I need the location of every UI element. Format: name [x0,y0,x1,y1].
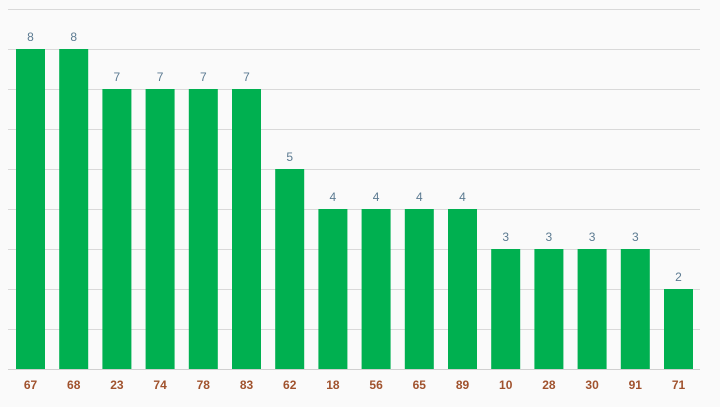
x-tick-label-23: 23 [110,378,124,392]
bar-91 [620,249,650,369]
x-tick-label-65: 65 [413,378,427,392]
x-tick-label-71: 71 [672,378,686,392]
data-label-83: 7 [243,70,250,84]
x-tick-label-18: 18 [326,378,340,392]
bar-65 [404,209,434,369]
bar-71 [664,289,693,369]
bar-89 [448,209,477,369]
bar-74 [145,89,175,369]
data-label-91: 3 [632,230,639,244]
data-label-30: 3 [589,230,596,244]
x-tick-label-89: 89 [456,378,470,392]
bar-56 [361,209,391,369]
data-label-67: 8 [27,30,34,44]
data-label-56: 4 [373,190,380,204]
bar-67 [16,49,45,369]
data-label-10: 3 [502,230,509,244]
x-tick-label-91: 91 [629,378,643,392]
bar-10 [491,249,521,369]
data-label-89: 4 [459,190,466,204]
bar-30 [577,249,607,369]
data-label-68: 8 [70,30,77,44]
x-tick-label-68: 68 [67,378,81,392]
bar-18 [318,209,348,369]
data-label-18: 4 [330,190,337,204]
x-tick-label-83: 83 [240,378,254,392]
bar-83 [232,89,261,369]
data-label-28: 3 [546,230,553,244]
bars [16,49,693,369]
bar-62 [275,169,305,369]
x-tick-label-62: 62 [283,378,297,392]
bar-68 [59,49,89,369]
data-labels: 8 8 7 7 7 7 5 4 4 4 4 3 3 3 3 2 [27,30,682,284]
bar-28 [534,249,564,369]
data-label-23: 7 [114,70,121,84]
data-label-65: 4 [416,190,423,204]
x-tick-label-67: 67 [24,378,38,392]
data-label-71: 2 [675,270,682,284]
data-label-78: 7 [200,70,207,84]
data-label-74: 7 [157,70,164,84]
x-tick-label-10: 10 [499,378,513,392]
x-tick-label-78: 78 [197,378,211,392]
x-tick-label-56: 56 [369,378,383,392]
x-tick-label-28: 28 [542,378,556,392]
bar-23 [102,89,132,369]
bar-78 [188,89,218,369]
x-tick-label-74: 74 [153,378,167,392]
x-tick-labels: 67 68 23 74 78 83 62 18 56 65 89 10 28 30 91 71 [24,378,686,392]
x-tick-label-30: 30 [585,378,599,392]
data-label-62: 5 [286,150,293,164]
